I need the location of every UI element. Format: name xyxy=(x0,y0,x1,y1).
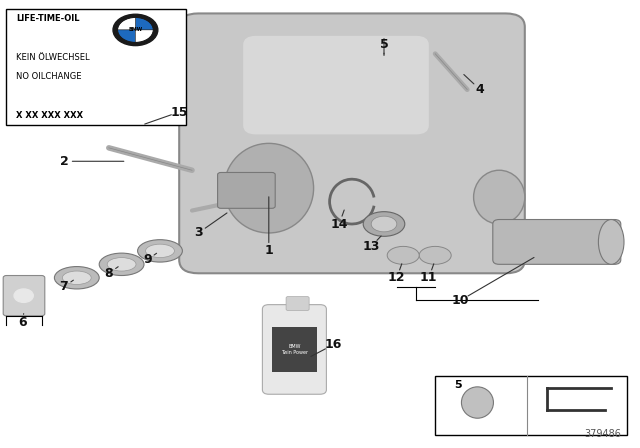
Ellipse shape xyxy=(598,220,624,264)
Text: KEIN ÖLWECHSEL: KEIN ÖLWECHSEL xyxy=(16,53,90,62)
Wedge shape xyxy=(118,17,136,30)
Ellipse shape xyxy=(474,170,525,224)
FancyBboxPatch shape xyxy=(286,297,309,310)
Ellipse shape xyxy=(224,143,314,233)
Text: LIFE-TIME-OIL: LIFE-TIME-OIL xyxy=(16,14,79,23)
FancyBboxPatch shape xyxy=(262,305,326,394)
Text: 9: 9 xyxy=(143,253,152,267)
Text: 8: 8 xyxy=(104,267,113,280)
FancyBboxPatch shape xyxy=(3,276,45,316)
FancyBboxPatch shape xyxy=(218,172,275,208)
Text: BMW
Twin Power: BMW Twin Power xyxy=(281,344,308,355)
Ellipse shape xyxy=(54,267,99,289)
Text: 15: 15 xyxy=(170,105,188,119)
Text: 10: 10 xyxy=(452,293,470,307)
FancyBboxPatch shape xyxy=(179,13,525,273)
Bar xyxy=(6,9,186,125)
Ellipse shape xyxy=(387,246,419,264)
Ellipse shape xyxy=(461,387,493,418)
Ellipse shape xyxy=(419,246,451,264)
Text: 2: 2 xyxy=(60,155,68,168)
Text: 5: 5 xyxy=(454,380,462,390)
Text: X XX XXX XXX: X XX XXX XXX xyxy=(16,111,83,120)
Text: BMW: BMW xyxy=(129,27,143,32)
Text: 4: 4 xyxy=(476,83,484,96)
Ellipse shape xyxy=(364,212,405,237)
Wedge shape xyxy=(118,30,136,43)
Ellipse shape xyxy=(63,271,91,284)
Text: 5: 5 xyxy=(380,38,388,52)
Circle shape xyxy=(14,289,33,302)
Text: NO OILCHANGE: NO OILCHANGE xyxy=(16,73,81,82)
Text: 7: 7 xyxy=(60,280,68,293)
Wedge shape xyxy=(136,17,154,30)
Text: 379486: 379486 xyxy=(584,429,621,439)
Text: 14: 14 xyxy=(330,217,348,231)
Ellipse shape xyxy=(138,240,182,262)
Text: 13: 13 xyxy=(362,240,380,253)
Text: 6: 6 xyxy=(18,316,27,329)
Text: 12: 12 xyxy=(388,271,406,284)
Ellipse shape xyxy=(107,258,136,271)
Text: 3: 3 xyxy=(194,226,203,240)
Text: 11: 11 xyxy=(420,271,438,284)
Ellipse shape xyxy=(99,253,144,276)
Text: 1: 1 xyxy=(264,244,273,258)
Bar xyxy=(435,376,627,435)
Ellipse shape xyxy=(146,244,174,258)
Circle shape xyxy=(113,14,158,46)
FancyBboxPatch shape xyxy=(493,220,621,264)
Ellipse shape xyxy=(371,216,397,232)
Wedge shape xyxy=(136,30,154,43)
FancyBboxPatch shape xyxy=(243,36,429,134)
Text: 16: 16 xyxy=(324,338,342,352)
Bar xyxy=(272,327,317,372)
